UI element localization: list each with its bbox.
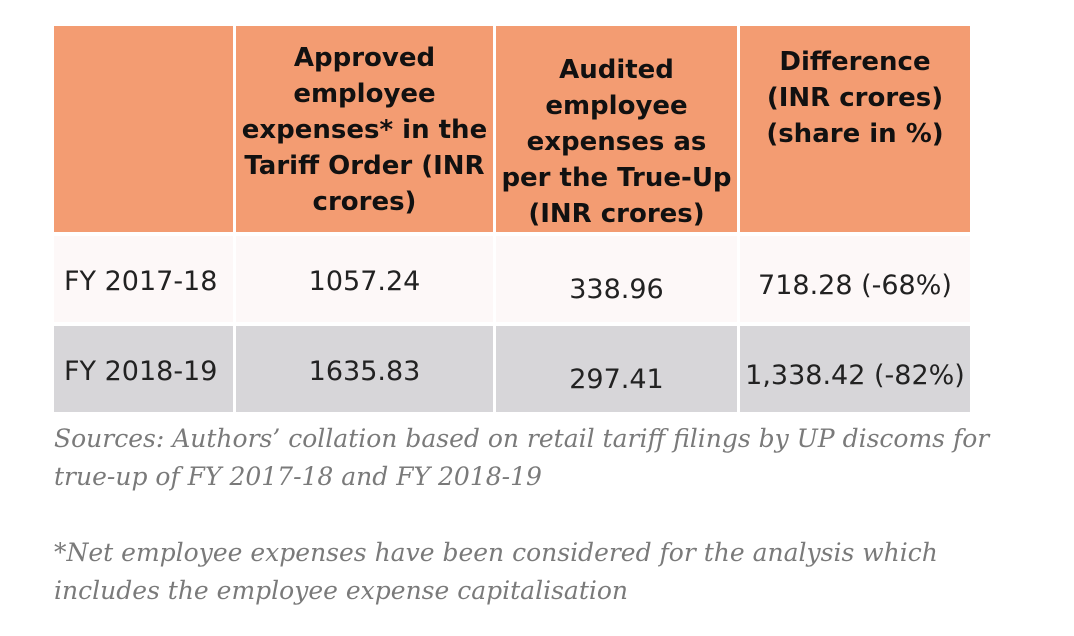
row-spacer — [54, 322, 970, 326]
cell-approved: 1057.24 — [236, 236, 496, 322]
footnote: *Net employee expenses have been conside… — [54, 538, 938, 605]
cell-year: FY 2017-18 — [54, 236, 236, 322]
cell-difference: 1,338.42 (-82%) — [740, 326, 970, 412]
cell-audited: 338.96 — [496, 236, 740, 322]
header-row: Approved employee expenses* in the Tarif… — [54, 26, 970, 232]
cell-audited: 297.41 — [496, 326, 740, 412]
cell-approved: 1635.83 — [236, 326, 496, 412]
table-header: Approved employee expenses* in the Tarif… — [54, 26, 970, 232]
employee-expenses-table: Approved employee expenses* in the Tarif… — [54, 26, 970, 412]
table-notes: Sources: Authors’ collation based on ret… — [54, 420, 1014, 610]
cell-year: FY 2018-19 — [54, 326, 236, 412]
table-row: FY 2017-18 1057.24 338.96 718.28 (-68%) — [54, 236, 970, 322]
header-approved-expenses: Approved employee expenses* in the Tarif… — [236, 26, 496, 232]
sources-note: Sources: Authors’ collation based on ret… — [54, 424, 990, 491]
table-body: FY 2017-18 1057.24 338.96 718.28 (-68%) … — [54, 232, 970, 412]
header-spacer — [54, 232, 970, 236]
header-year — [54, 26, 236, 232]
cell-difference: 718.28 (-68%) — [740, 236, 970, 322]
header-audited-expenses: Audited employee expenses as per the Tru… — [496, 26, 740, 232]
table-row: FY 2018-19 1635.83 297.41 1,338.42 (-82%… — [54, 326, 970, 412]
expenses-table-container: Approved employee expenses* in the Tarif… — [54, 26, 970, 412]
header-difference: Difference (INR crores) (share in %) — [740, 26, 970, 232]
